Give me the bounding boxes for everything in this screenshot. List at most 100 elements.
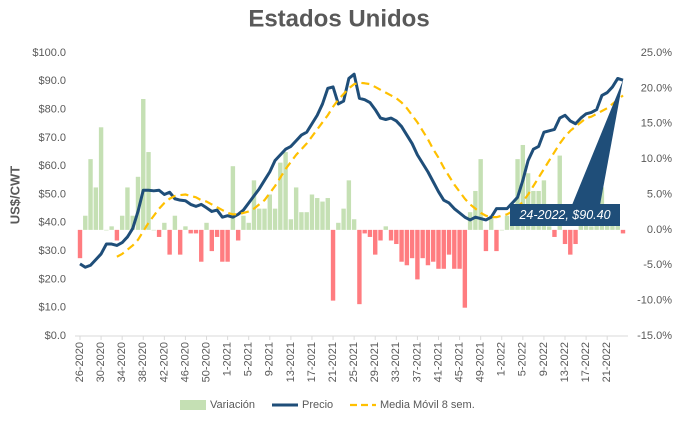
bar [141, 98, 146, 230]
bar [125, 187, 130, 230]
y-tick-label: $60.0 [38, 160, 66, 172]
bar [151, 229, 157, 231]
bar [457, 229, 462, 269]
bar [494, 229, 499, 252]
y-tick-label: $50.0 [38, 188, 66, 200]
bar [320, 201, 325, 230]
bar [425, 229, 431, 266]
bar [568, 229, 573, 255]
annotation-box [510, 204, 620, 226]
annotation: 24-2022, $90.40 [518, 208, 610, 222]
annotation-pointer [572, 80, 623, 205]
bar [562, 229, 568, 245]
bar [246, 222, 251, 230]
bar [119, 215, 125, 230]
y2-tick-label: 25.0% [641, 47, 672, 59]
bar [214, 229, 220, 237]
x-tick-label: 33-2021 [390, 342, 402, 382]
bar [257, 208, 262, 230]
bar [388, 229, 394, 241]
x-tick-label: 29-2021 [369, 342, 381, 382]
bar [172, 215, 178, 230]
bar [604, 222, 610, 230]
bar [278, 162, 283, 230]
bar [446, 229, 452, 255]
bar [399, 229, 404, 262]
x-tick-label: 30-2020 [95, 342, 107, 382]
bar [346, 180, 352, 230]
bar [193, 229, 199, 234]
bar [114, 229, 120, 241]
y2-tick-label: -15.0% [637, 330, 672, 342]
bar [409, 229, 415, 259]
bar [98, 127, 104, 230]
x-tick-label: 34-2020 [116, 342, 128, 382]
bar [283, 152, 288, 230]
x-tick-label: 1-2022 [496, 342, 508, 376]
y-tick-label: $40.0 [38, 217, 66, 229]
bar [130, 215, 135, 230]
x-tick-label: 9-2022 [538, 342, 550, 376]
bar [573, 229, 578, 245]
bar [478, 159, 483, 230]
bar [88, 159, 93, 230]
bar [473, 190, 478, 230]
bar [373, 229, 378, 255]
y-tick-label: $10.0 [38, 302, 66, 314]
y-tick-label: $0.0 [45, 330, 66, 342]
y-tick-label: $70.0 [38, 132, 66, 144]
bar [357, 229, 362, 305]
bar [436, 229, 441, 269]
bar [362, 229, 367, 234]
legend-swatch [180, 400, 206, 410]
y2-tick-label: 15.0% [641, 118, 672, 130]
bar [188, 229, 193, 234]
bar [267, 194, 272, 230]
bar [367, 229, 373, 237]
bar [499, 229, 504, 231]
legend-label: Media Móvil 8 sem. [380, 399, 475, 411]
bar [220, 229, 225, 262]
bar [489, 215, 494, 230]
bar [441, 229, 446, 269]
bar [199, 229, 204, 262]
x-tick-label: 42-2020 [158, 342, 170, 382]
y2-tick-label: -5.0% [643, 259, 672, 271]
bar [404, 229, 410, 266]
bar [420, 229, 425, 259]
bar [162, 222, 167, 230]
x-tick-label: 37-2021 [411, 342, 423, 382]
bar [620, 229, 626, 234]
x-tick-label: 13-2022 [559, 342, 571, 382]
bar [351, 219, 357, 230]
bar [251, 180, 257, 230]
x-tick-label: 21-2022 [601, 342, 613, 382]
y-tick-label: $100.0 [32, 47, 66, 59]
chart-title: Estados Unidos [248, 5, 429, 32]
y2-tick-label: 20.0% [641, 82, 672, 94]
y-tick-label: $90.0 [38, 75, 66, 87]
x-tick-label: 17-2021 [306, 342, 318, 382]
y2-tick-label: 0.0% [647, 224, 672, 236]
bar [288, 219, 294, 230]
bar [330, 229, 336, 301]
bar [341, 208, 346, 230]
bar [156, 229, 162, 237]
bar [383, 226, 388, 230]
bar [83, 215, 88, 230]
bar [225, 229, 230, 262]
bar [167, 229, 172, 255]
x-tick-label: 5-2021 [243, 342, 255, 376]
bar [431, 229, 436, 262]
bar [235, 229, 241, 241]
bar [336, 222, 341, 230]
bar [204, 222, 209, 230]
bar [177, 229, 183, 255]
x-tick-label: 45-2021 [453, 342, 465, 382]
x-tick-label: 50-2020 [200, 342, 212, 382]
bar [325, 198, 330, 230]
bar [415, 229, 420, 280]
bar [546, 226, 552, 230]
bar [394, 229, 399, 245]
